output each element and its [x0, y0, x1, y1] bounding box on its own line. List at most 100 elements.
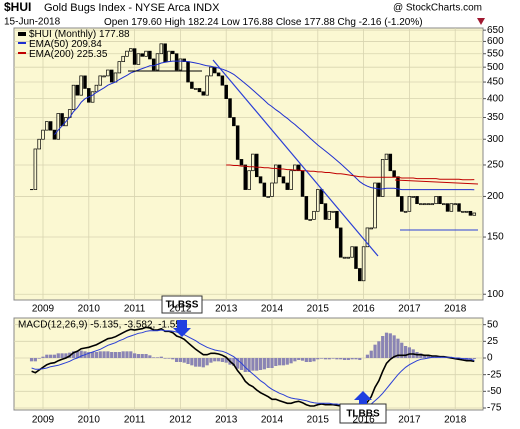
symbol: $HUI	[4, 0, 31, 14]
annotation-arrow	[173, 320, 191, 337]
histogram-bar	[52, 354, 57, 358]
legend-name: EMA(50)	[29, 39, 68, 50]
histogram-bar	[365, 354, 370, 358]
candle	[98, 75, 102, 86]
histogram-bar	[205, 358, 209, 366]
x-tick-label: 2012	[169, 304, 192, 315]
histogram-bar	[94, 352, 99, 358]
candle	[79, 75, 83, 96]
histogram-bar	[41, 356, 45, 358]
histogram-bar	[148, 355, 152, 358]
y-tick-label: 550	[487, 48, 504, 59]
y-tick-label: -75	[487, 403, 502, 414]
candle	[129, 48, 133, 52]
candle	[83, 75, 87, 89]
candle	[197, 88, 202, 93]
histogram-bar	[33, 358, 37, 362]
candle	[472, 212, 477, 216]
histogram-bar	[285, 358, 289, 365]
legend-name: EMA(200)	[29, 49, 74, 60]
histogram-bar	[174, 358, 179, 362]
candle	[274, 164, 278, 184]
histogram-bar	[308, 358, 312, 362]
histogram-bar	[117, 352, 121, 358]
candle	[350, 246, 354, 258]
candle	[209, 66, 213, 77]
histogram-bar	[407, 347, 411, 358]
candle	[331, 210, 335, 213]
credit: @ StockCharts.com	[393, 3, 482, 14]
histogram-bar	[125, 351, 129, 358]
candle	[186, 61, 190, 83]
histogram-bar	[293, 358, 297, 362]
candle	[312, 210, 316, 220]
candle	[377, 182, 381, 197]
histogram-bar	[266, 358, 270, 368]
candle	[453, 203, 457, 206]
x-tick-label: 2011	[124, 415, 146, 426]
histogram-bar	[354, 358, 358, 360]
histogram-bar	[209, 358, 213, 363]
histogram-bar	[113, 352, 118, 358]
candle	[163, 43, 167, 62]
histogram-bar	[232, 358, 236, 366]
histogram-bar	[186, 358, 190, 364]
legend-value: 209.84	[71, 39, 102, 50]
ohlc-header: Open 179.60 High 182.24 Low 176.88 Close…	[104, 17, 423, 28]
candle	[132, 48, 137, 65]
y-tick-label: 50	[487, 319, 499, 330]
candle	[33, 148, 38, 190]
histogram-bar	[243, 358, 247, 372]
histogram-bar	[289, 358, 293, 364]
histogram-bar	[56, 353, 60, 358]
histogram-bar	[91, 352, 95, 358]
candle	[400, 196, 404, 212]
y-tick-label: 100	[487, 289, 504, 300]
candle	[373, 182, 377, 229]
candle	[247, 170, 251, 190]
histogram-bar	[335, 358, 339, 360]
candle	[380, 159, 385, 197]
candle	[300, 170, 305, 197]
candle	[296, 164, 301, 172]
candle	[464, 210, 469, 213]
x-tick-label: 2013	[215, 415, 238, 426]
candle	[224, 84, 228, 100]
low: Low 176.88	[221, 17, 273, 28]
y-tick-label: 650	[487, 25, 504, 36]
histogram-bar	[29, 358, 34, 362]
histogram-bar	[331, 358, 335, 359]
histogram-bar	[423, 354, 427, 358]
candle	[174, 53, 179, 71]
candle	[308, 219, 312, 221]
histogram-bar	[258, 358, 263, 370]
candle	[90, 91, 95, 103]
candle	[457, 203, 461, 212]
candle	[220, 75, 225, 86]
x-tick-label: 2010	[78, 304, 101, 315]
histogram-bar	[472, 358, 476, 360]
y-tick-label: 150	[487, 232, 504, 243]
histogram-bar	[79, 350, 83, 358]
candle	[125, 50, 129, 57]
x-tick-label: 2014	[261, 415, 284, 426]
histogram-bar	[388, 333, 392, 358]
candle	[56, 113, 61, 140]
histogram-bar	[373, 344, 377, 358]
candle	[205, 75, 209, 96]
histogram-bar	[133, 353, 137, 358]
histogram-bar	[346, 358, 350, 360]
candle	[369, 227, 373, 230]
candle	[193, 88, 198, 90]
histogram-bar	[49, 354, 53, 358]
candle	[102, 75, 106, 78]
x-tick-label: 2017	[398, 415, 421, 426]
change: Chg -2.16 (-1.20%)	[338, 17, 423, 28]
histogram-bar	[251, 358, 255, 371]
histogram-bar	[37, 358, 41, 359]
candle	[445, 203, 450, 212]
legend-name: $HUI (Monthly)	[29, 29, 96, 40]
candle	[354, 246, 358, 269]
candle	[338, 227, 343, 258]
